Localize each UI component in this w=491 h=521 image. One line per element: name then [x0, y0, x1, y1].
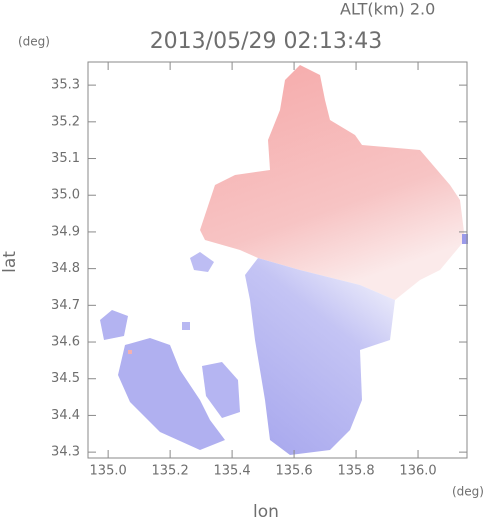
y-tick-label: 34.4 [51, 408, 80, 423]
x-tick-label: 135.2 [152, 464, 189, 479]
plot-frame [87, 61, 468, 459]
altitude-label: ALT(km) 2.0 [340, 0, 435, 19]
x-tick-label: 135.6 [275, 464, 312, 479]
y-tick-label: 34.8 [51, 261, 80, 276]
x-tick-label: 135.4 [213, 464, 250, 479]
y-tick-label: 34.5 [51, 371, 80, 386]
x-axis-label: lon [253, 502, 279, 521]
chart-title: 2013/05/29 02:13:43 [150, 29, 383, 54]
y-tick-label: 34.9 [51, 224, 80, 239]
velocity-field [100, 65, 468, 455]
y-axis-label: lat [0, 251, 20, 273]
x-tick-label: 135.0 [90, 464, 127, 479]
y-tick-label: 35.2 [51, 114, 80, 129]
y-tick-label: 34.7 [51, 298, 80, 313]
y-tick-label: 35.3 [51, 78, 80, 93]
y-unit: (deg) [18, 35, 50, 49]
y-tick-label: 34.3 [51, 445, 80, 460]
x-unit: (deg) [452, 485, 484, 499]
y-tick-label: 35.0 [51, 188, 80, 203]
y-tick-label: 35.1 [51, 151, 80, 166]
x-tick-label: 136.0 [399, 464, 436, 479]
y-tick-label: 34.6 [51, 335, 80, 350]
x-tick-label: 135.8 [337, 464, 374, 479]
